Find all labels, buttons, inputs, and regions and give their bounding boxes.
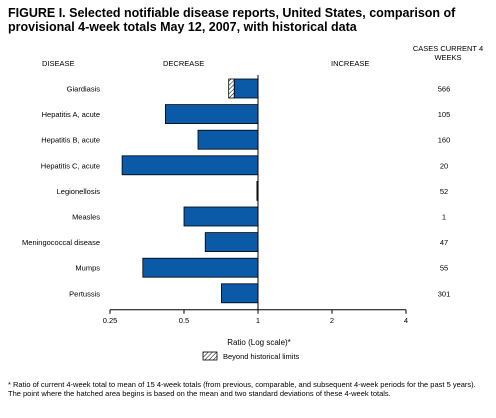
bar-5 bbox=[183, 206, 259, 227]
legend-hatch-swatch bbox=[202, 351, 218, 361]
bar-1 bbox=[164, 104, 259, 124]
cases-value-1: 105 bbox=[438, 110, 451, 119]
category-label-4: Legionellosis bbox=[57, 187, 101, 196]
bar-0 bbox=[233, 78, 259, 99]
cases-value-5: 1 bbox=[442, 213, 446, 222]
category-label-5: Measles bbox=[72, 213, 100, 222]
category-label-3: Hepatitis C, acute bbox=[41, 161, 100, 170]
bar-3 bbox=[121, 155, 259, 176]
cases-value-6: 47 bbox=[440, 238, 448, 247]
figure-title: FIGURE I. Selected notifiable disease re… bbox=[8, 6, 456, 34]
x-tick-label-3: 2 bbox=[330, 316, 334, 325]
cases-column-header: CASES CURRENT 4 WEEKS bbox=[412, 44, 484, 62]
category-label-1: Hepatitis A, acute bbox=[42, 110, 100, 119]
increase-header: INCREASE bbox=[331, 59, 370, 68]
bar-2 bbox=[197, 129, 259, 150]
x-tick-label-4: 4 bbox=[404, 316, 408, 325]
bar-8 bbox=[221, 283, 259, 304]
cases-value-0: 566 bbox=[438, 85, 451, 94]
legend: Beyond historical limits bbox=[202, 351, 300, 361]
category-label-8: Pertussis bbox=[69, 289, 100, 298]
x-tick-label-0: 0.25 bbox=[103, 316, 118, 325]
cases-value-7: 55 bbox=[440, 264, 448, 273]
category-label-7: Mumps bbox=[75, 264, 100, 273]
legend-label: Beyond historical limits bbox=[223, 352, 300, 361]
decrease-header: DECREASE bbox=[163, 59, 205, 68]
x-tick-label-2: 1 bbox=[256, 316, 260, 325]
category-label-0: Giardiasis bbox=[67, 85, 101, 94]
x-axis-label: Ratio (Log scale)* bbox=[227, 338, 291, 347]
disease-column-header: DISEASE bbox=[42, 59, 75, 68]
category-label-6: Meningococcal disease bbox=[22, 238, 100, 247]
cases-value-4: 52 bbox=[440, 187, 448, 196]
hatch-segment-0 bbox=[228, 78, 235, 99]
cases-value-2: 160 bbox=[438, 136, 451, 145]
cases-value-8: 301 bbox=[438, 289, 451, 298]
cases-value-3: 20 bbox=[440, 161, 448, 170]
bar-7 bbox=[142, 257, 259, 278]
x-tick-label-1: 0.5 bbox=[179, 316, 189, 325]
footnote: * Ratio of current 4-week total to mean … bbox=[8, 380, 476, 398]
category-label-2: Hepatitis B, acute bbox=[41, 136, 100, 145]
bar-6 bbox=[204, 232, 259, 253]
